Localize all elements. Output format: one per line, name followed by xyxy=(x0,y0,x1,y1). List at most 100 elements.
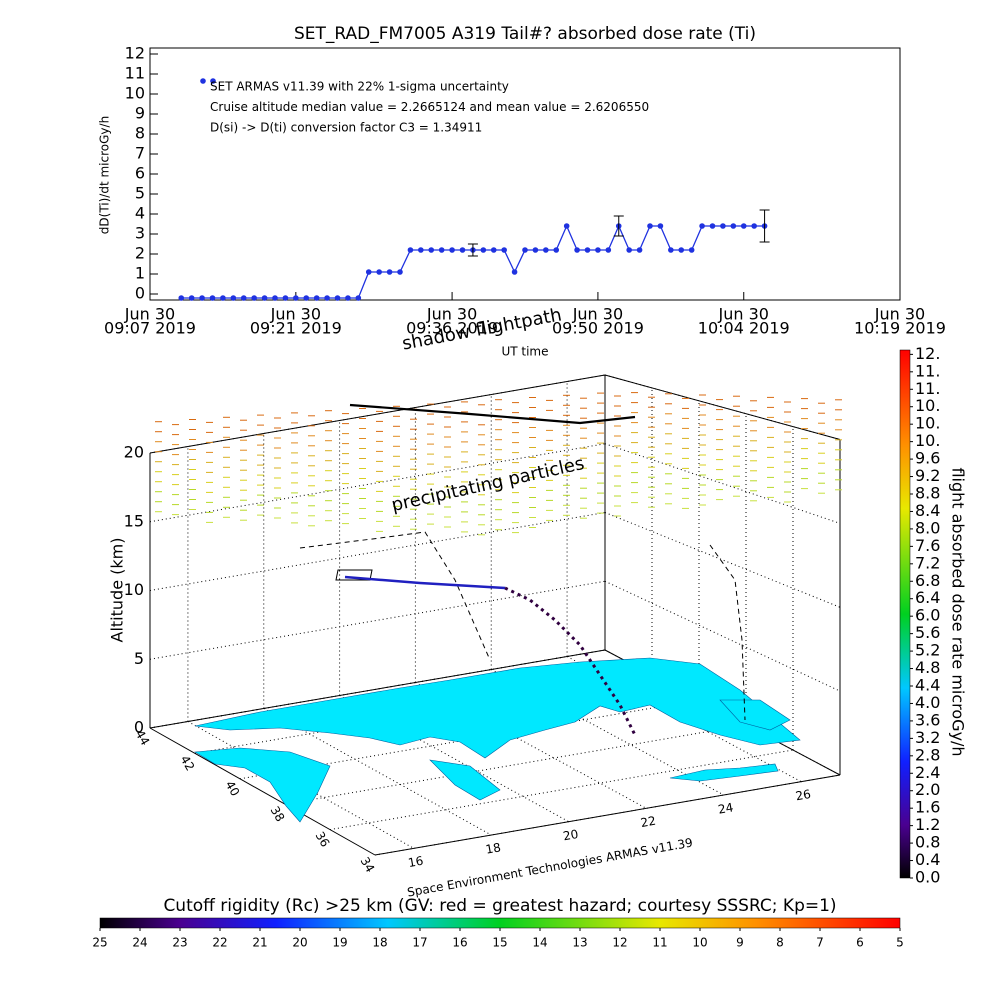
data-point xyxy=(418,247,424,253)
z-tick-label: 0 xyxy=(134,718,144,737)
colorbar-tick-label: 24 xyxy=(132,936,147,950)
colorbar-tick-label: 4.0 xyxy=(915,693,940,712)
data-point xyxy=(584,247,591,253)
y-tick-label: 8 xyxy=(135,124,145,143)
grid-line xyxy=(263,708,492,836)
box-edge xyxy=(149,727,376,856)
data-point xyxy=(636,247,643,253)
data-point xyxy=(522,247,528,253)
data-point xyxy=(261,295,268,301)
colorbar-tick-label: 13 xyxy=(572,936,587,950)
colorbar-tick-label: 25 xyxy=(92,936,107,950)
data-point xyxy=(334,295,341,301)
colorbar-tick-label: 9 xyxy=(736,936,744,950)
data-point xyxy=(730,223,737,229)
colorbar-tick-label: 5.6 xyxy=(915,623,940,642)
colorbar-label: flight absorbed dose rate microGy/h xyxy=(949,467,968,756)
colorbar-tick-label: 5.2 xyxy=(915,641,940,660)
data-point xyxy=(251,295,257,301)
x-axis-label: UT time xyxy=(501,345,548,359)
lon-tick-label: 24 xyxy=(717,800,734,816)
lon-tick-label: 26 xyxy=(794,787,811,803)
data-point xyxy=(511,269,518,275)
grid-line xyxy=(149,512,606,591)
data-point xyxy=(230,295,237,301)
colorbar-tick-label: 20 xyxy=(292,936,307,950)
data-point xyxy=(324,295,330,301)
colorbar-tick-label: 12 xyxy=(612,936,627,950)
data-point xyxy=(178,295,185,301)
colorbar-tick-label: 0.0 xyxy=(915,868,940,887)
data-point xyxy=(490,247,497,253)
colorbar-tick-label: 8 xyxy=(776,936,784,950)
z-axis-label: Altitude (km) xyxy=(108,538,127,643)
data-point xyxy=(553,247,560,253)
grid-line xyxy=(604,580,841,692)
lat-tick-label: 36 xyxy=(313,829,333,849)
colorbar-tick-label: 21 xyxy=(252,936,267,950)
data-point xyxy=(199,295,205,301)
colorbar-tick-label: 15 xyxy=(492,936,507,950)
colorbar-tick-label: 10. xyxy=(915,431,940,450)
lon-tick-label: 20 xyxy=(562,827,579,843)
colorbar-tick-label: 8.0 xyxy=(915,518,940,537)
data-point xyxy=(605,247,612,253)
x-tick-label: Jun 30 xyxy=(426,305,477,324)
data-point xyxy=(626,247,632,253)
z-tick-label: 10 xyxy=(124,580,144,599)
data-point xyxy=(220,295,226,301)
x-tick-label: 09:36 2019 xyxy=(406,319,498,338)
colorbar-tick-label: 22 xyxy=(212,936,227,950)
y-tick-label: 2 xyxy=(135,244,145,263)
legend-text: D(si) -> D(ti) conversion factor C3 = 1.… xyxy=(210,121,482,135)
data-point xyxy=(386,269,393,275)
x-tick-label: 09:07 2019 xyxy=(104,319,196,338)
data-point xyxy=(313,295,320,301)
x-tick-label: Jun 30 xyxy=(124,305,175,324)
lat-tick-label: 42 xyxy=(178,753,198,773)
legend-marker xyxy=(210,78,216,84)
colorbar-tick-label: 4.8 xyxy=(915,658,940,677)
colorbar-tick-label: 18 xyxy=(372,936,387,950)
data-point xyxy=(563,223,570,229)
lat-tick-label: 34 xyxy=(358,855,378,875)
colorbar-tick-label: 10. xyxy=(915,396,940,415)
box-edge xyxy=(149,374,606,454)
colorbar-label: Cutoff rigidity (Rc) >25 km (GV: red = g… xyxy=(163,896,836,916)
colorbar-tick-label: 19 xyxy=(332,936,347,950)
box-edge xyxy=(374,774,841,856)
data-point xyxy=(188,295,195,301)
colorbar-tick-label: 2.8 xyxy=(915,745,940,764)
x-tick-label: Jun 30 xyxy=(270,305,321,324)
x-tick-label: 09:50 2019 xyxy=(552,319,644,338)
colorbar-tick-label: 16 xyxy=(452,936,467,950)
colorbar-tick-label: 3.6 xyxy=(915,710,940,729)
data-point xyxy=(595,247,601,253)
colorbar-tick-label: 6.0 xyxy=(915,606,940,625)
colorbar-tick-label: 11. xyxy=(915,379,940,398)
y-tick-label: 11 xyxy=(125,64,145,83)
x-tick-label: Jun 30 xyxy=(718,305,769,324)
z-tick-label: 15 xyxy=(124,511,144,530)
data-point xyxy=(209,295,216,301)
box-edge xyxy=(149,649,606,729)
colorbar-tick-label: 8.8 xyxy=(915,484,940,503)
data-point xyxy=(740,223,747,229)
error-bar xyxy=(613,215,624,237)
y-tick-label: 7 xyxy=(135,144,145,163)
data-point xyxy=(355,295,362,301)
lon-tick-label: 16 xyxy=(407,854,424,870)
colorbar-tick-label: 17 xyxy=(412,936,427,950)
data-point xyxy=(668,247,674,253)
grid-line xyxy=(329,749,794,831)
error-bar xyxy=(759,209,770,243)
colorbar-tick-label: 0.4 xyxy=(915,850,940,869)
x-tick-label: Jun 30 xyxy=(874,305,925,324)
data-point xyxy=(657,223,664,229)
data-point xyxy=(532,247,539,253)
annotation: Space Environment Technologies ARMAS v11… xyxy=(406,835,694,899)
data-point xyxy=(543,247,549,253)
colorbar-tick-label: 11 xyxy=(652,936,667,950)
colorbar-tick-label: 7.6 xyxy=(915,536,940,555)
